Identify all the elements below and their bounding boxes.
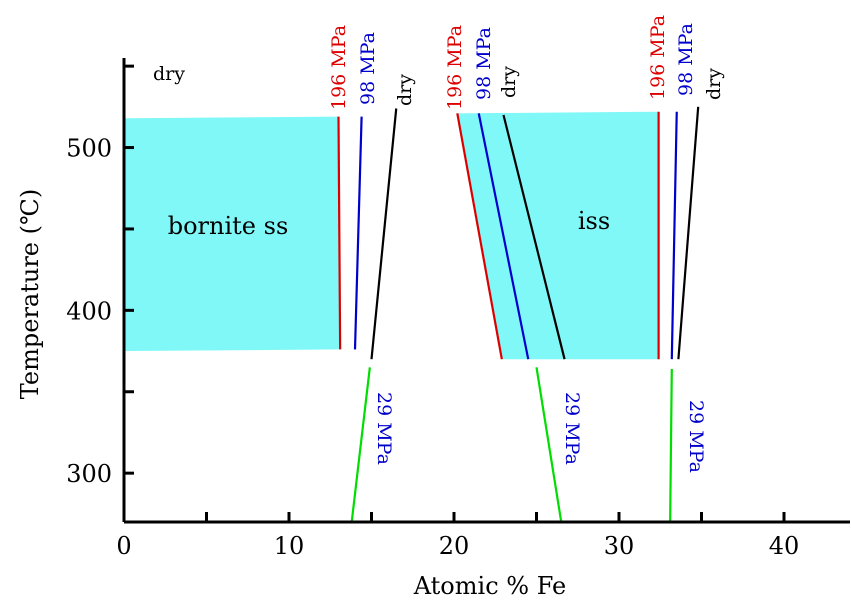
region-label-iss: iss: [578, 207, 610, 235]
line-29-mpa-2: [535, 367, 563, 523]
x-tick-label: 0: [116, 532, 131, 560]
annotation-dry-bornite: dry: [394, 74, 416, 106]
line-196-mpa-1: [337, 116, 342, 350]
y-axis-title: Temperature (℃): [16, 189, 44, 399]
line-dry-1: [370, 108, 398, 360]
annotation-29mpa-iss-right: 29 MPa: [685, 400, 707, 473]
line-29-mpa-1: [350, 367, 371, 523]
region-bornite-ss: [124, 116, 341, 352]
line-98-mpa-3: [670, 111, 678, 360]
region-label-bornite-ss: bornite ss: [168, 212, 289, 240]
annotation-29mpa-bornite: 29 MPa: [373, 392, 395, 465]
annotation-dry-iss-right: dry: [703, 68, 725, 100]
annotation-29mpa-iss-left: 29 MPa: [561, 392, 583, 465]
axes-layer: 0 10 20 30 40 300 400 500 Atomic % Fe Temperat…: [16, 58, 850, 600]
line-98-mpa-2: [477, 113, 530, 360]
annotation-196mpa-iss-left: 196 MPa: [444, 25, 466, 110]
labels-layer: dry 196 MPa 98 MPa dry 196 MPa 98 MPa dr…: [153, 15, 725, 473]
y-tick-label: 500: [66, 135, 112, 163]
regions-layer: [124, 111, 659, 360]
line-29-mpa-3: [669, 368, 673, 523]
line-196-mpa-2: [456, 113, 503, 360]
region-iss: [457, 111, 659, 360]
x-axis-ticks: 0 10 20 30 40: [116, 512, 799, 560]
lines-layer: [337, 106, 700, 523]
x-tick-label: 30: [604, 532, 635, 560]
y-tick-label: 400: [66, 297, 112, 325]
line-dry-2: [502, 114, 566, 360]
annotation-196mpa-bornite: 196 MPa: [328, 25, 350, 110]
x-tick-label: 20: [439, 532, 470, 560]
annotation-98mpa-iss-left: 98 MPa: [473, 27, 495, 100]
y-axis-ticks: 300 400 500: [66, 64, 134, 488]
x-tick-label: 10: [274, 532, 305, 560]
annotation-dry-iss-left: dry: [498, 66, 520, 98]
line-dry-3: [677, 106, 700, 360]
line-98-mpa-1: [353, 116, 363, 350]
annotation-98mpa-iss-right: 98 MPa: [675, 23, 697, 96]
annotation-dry-top-left: dry: [153, 63, 185, 85]
x-tick-label: 40: [769, 532, 800, 560]
annotation-196mpa-iss-right: 196 MPa: [647, 15, 669, 100]
y-tick-label: 300: [66, 460, 112, 488]
annotation-98mpa-bornite: 98 MPa: [357, 32, 379, 105]
x-axis-title: Atomic % Fe: [413, 572, 566, 600]
